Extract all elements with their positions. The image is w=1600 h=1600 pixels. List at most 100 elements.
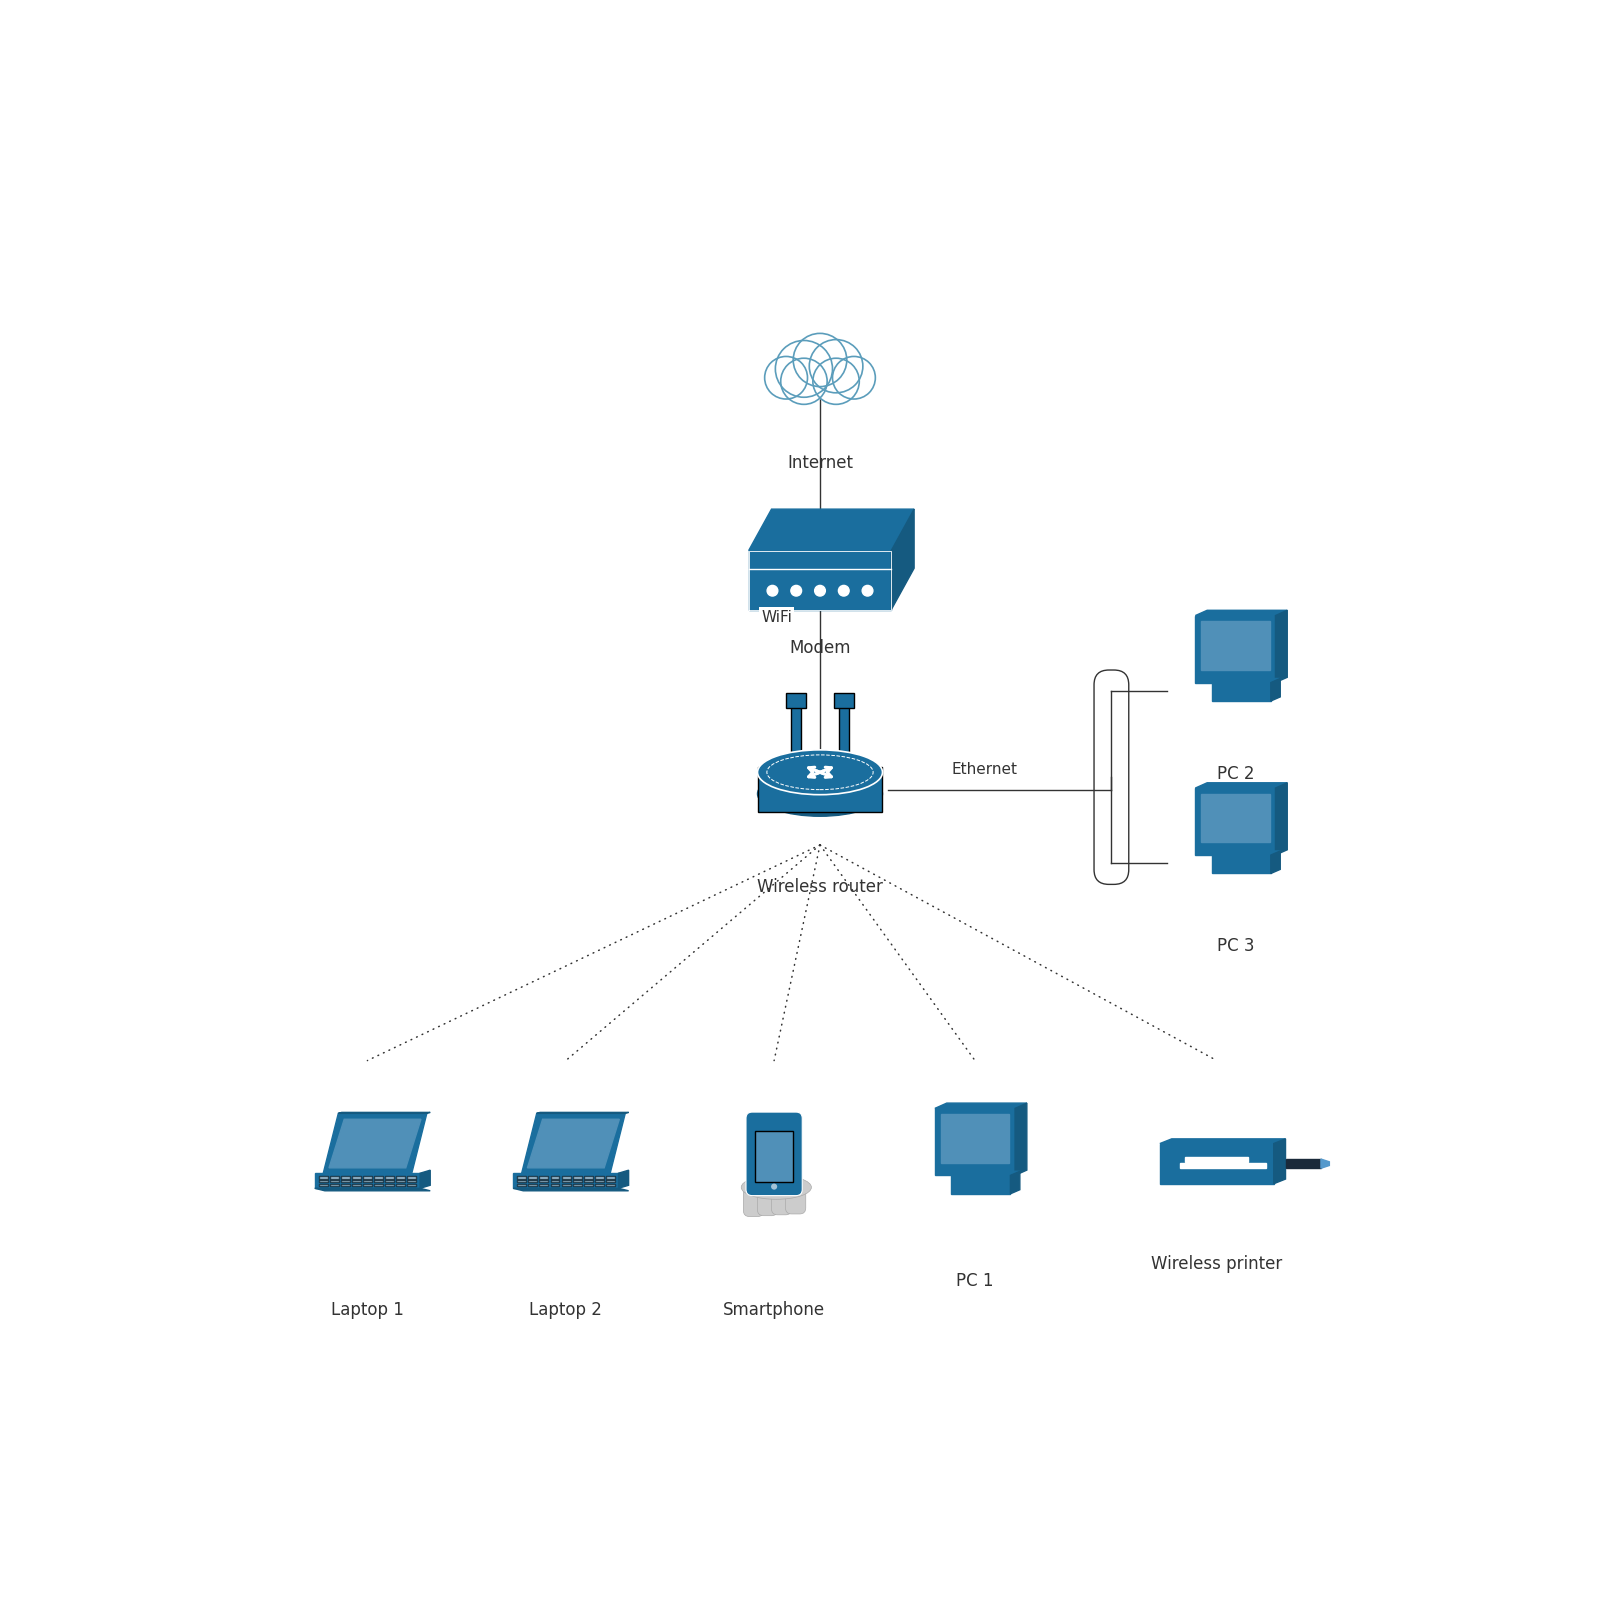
Polygon shape xyxy=(1160,1144,1274,1184)
Polygon shape xyxy=(1160,1139,1285,1144)
FancyBboxPatch shape xyxy=(517,1176,526,1179)
Polygon shape xyxy=(941,1114,1010,1163)
Polygon shape xyxy=(1211,678,1280,683)
Circle shape xyxy=(832,357,875,398)
Polygon shape xyxy=(323,1114,427,1174)
FancyBboxPatch shape xyxy=(386,1176,394,1179)
FancyBboxPatch shape xyxy=(771,1187,792,1214)
FancyBboxPatch shape xyxy=(528,1179,538,1182)
Polygon shape xyxy=(1014,1102,1027,1176)
FancyBboxPatch shape xyxy=(746,1112,802,1195)
Text: PC 3: PC 3 xyxy=(1216,938,1254,955)
FancyBboxPatch shape xyxy=(318,1184,328,1186)
Polygon shape xyxy=(315,1189,430,1190)
FancyBboxPatch shape xyxy=(352,1179,362,1182)
FancyBboxPatch shape xyxy=(595,1179,603,1182)
FancyBboxPatch shape xyxy=(550,1179,560,1182)
Polygon shape xyxy=(1195,782,1288,789)
Text: Wireless printer: Wireless printer xyxy=(1150,1256,1283,1274)
Polygon shape xyxy=(619,1170,629,1189)
Text: WiFi: WiFi xyxy=(762,610,792,624)
FancyBboxPatch shape xyxy=(595,1184,603,1186)
Polygon shape xyxy=(1275,782,1288,854)
Polygon shape xyxy=(528,1120,619,1168)
FancyBboxPatch shape xyxy=(606,1184,614,1186)
Circle shape xyxy=(862,586,874,597)
FancyBboxPatch shape xyxy=(595,1176,603,1179)
FancyBboxPatch shape xyxy=(352,1184,362,1186)
FancyBboxPatch shape xyxy=(318,1176,328,1179)
FancyBboxPatch shape xyxy=(584,1179,592,1182)
FancyBboxPatch shape xyxy=(834,693,854,707)
FancyBboxPatch shape xyxy=(517,1179,526,1182)
FancyBboxPatch shape xyxy=(318,1179,328,1182)
Polygon shape xyxy=(1322,1158,1330,1168)
Polygon shape xyxy=(522,1114,626,1174)
FancyBboxPatch shape xyxy=(584,1184,592,1186)
FancyBboxPatch shape xyxy=(550,1176,560,1179)
Circle shape xyxy=(790,586,802,597)
Circle shape xyxy=(771,1184,778,1190)
FancyBboxPatch shape xyxy=(562,1179,571,1182)
FancyBboxPatch shape xyxy=(397,1176,405,1179)
FancyBboxPatch shape xyxy=(374,1184,384,1186)
Polygon shape xyxy=(315,1173,421,1189)
Polygon shape xyxy=(1211,854,1270,874)
FancyBboxPatch shape xyxy=(528,1176,538,1179)
Circle shape xyxy=(838,586,850,597)
FancyBboxPatch shape xyxy=(744,1187,763,1216)
Polygon shape xyxy=(514,1189,629,1190)
FancyBboxPatch shape xyxy=(330,1184,339,1186)
Polygon shape xyxy=(1202,621,1269,670)
Polygon shape xyxy=(1275,610,1288,683)
Polygon shape xyxy=(421,1170,430,1189)
Polygon shape xyxy=(514,1173,619,1189)
FancyBboxPatch shape xyxy=(386,1179,394,1182)
FancyBboxPatch shape xyxy=(573,1179,582,1182)
Text: Smartphone: Smartphone xyxy=(723,1301,826,1318)
FancyBboxPatch shape xyxy=(606,1176,614,1179)
Polygon shape xyxy=(952,1171,1019,1176)
Polygon shape xyxy=(1270,851,1280,874)
Text: Laptop 1: Laptop 1 xyxy=(331,1301,403,1318)
Polygon shape xyxy=(749,509,914,550)
FancyBboxPatch shape xyxy=(539,1176,549,1179)
FancyBboxPatch shape xyxy=(330,1176,339,1179)
Polygon shape xyxy=(1181,1163,1266,1168)
FancyBboxPatch shape xyxy=(606,1179,614,1182)
FancyBboxPatch shape xyxy=(528,1184,538,1186)
FancyBboxPatch shape xyxy=(517,1184,526,1186)
Circle shape xyxy=(766,586,778,597)
Circle shape xyxy=(813,358,859,405)
Polygon shape xyxy=(330,1120,421,1168)
FancyBboxPatch shape xyxy=(352,1176,362,1179)
Circle shape xyxy=(781,358,827,405)
Polygon shape xyxy=(1202,794,1269,843)
Polygon shape xyxy=(934,1109,1014,1176)
FancyBboxPatch shape xyxy=(755,1131,794,1182)
FancyBboxPatch shape xyxy=(363,1184,373,1186)
Polygon shape xyxy=(952,1176,1011,1194)
FancyBboxPatch shape xyxy=(584,1176,592,1179)
Polygon shape xyxy=(1195,789,1275,854)
FancyBboxPatch shape xyxy=(790,702,800,771)
Polygon shape xyxy=(1011,1171,1019,1194)
Circle shape xyxy=(765,357,808,398)
FancyBboxPatch shape xyxy=(341,1176,350,1179)
Polygon shape xyxy=(1211,683,1270,701)
FancyBboxPatch shape xyxy=(539,1184,549,1186)
Text: PC 2: PC 2 xyxy=(1216,765,1254,782)
FancyBboxPatch shape xyxy=(786,1187,806,1214)
FancyBboxPatch shape xyxy=(539,1179,549,1182)
Polygon shape xyxy=(1274,1139,1285,1184)
Ellipse shape xyxy=(741,1176,811,1200)
FancyBboxPatch shape xyxy=(550,1184,560,1186)
Text: PC 1: PC 1 xyxy=(957,1272,994,1291)
Circle shape xyxy=(776,341,832,397)
FancyBboxPatch shape xyxy=(562,1176,571,1179)
FancyBboxPatch shape xyxy=(757,766,883,811)
FancyBboxPatch shape xyxy=(840,702,850,771)
FancyBboxPatch shape xyxy=(573,1176,582,1179)
Circle shape xyxy=(814,586,826,597)
Polygon shape xyxy=(749,550,891,610)
